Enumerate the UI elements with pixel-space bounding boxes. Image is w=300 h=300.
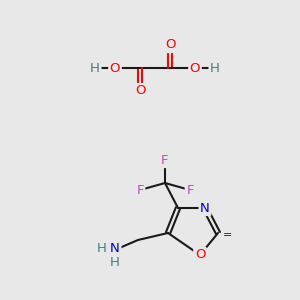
Text: H: H bbox=[97, 242, 107, 256]
Text: O: O bbox=[135, 85, 145, 98]
Text: N: N bbox=[200, 202, 210, 214]
Text: =: = bbox=[223, 230, 233, 240]
Text: F: F bbox=[186, 184, 194, 196]
Text: O: O bbox=[190, 61, 200, 74]
Text: H: H bbox=[210, 61, 220, 74]
Text: H: H bbox=[110, 256, 120, 268]
Text: F: F bbox=[161, 154, 169, 166]
Text: O: O bbox=[110, 61, 120, 74]
Text: O: O bbox=[165, 38, 175, 52]
Text: F: F bbox=[136, 184, 144, 196]
Text: O: O bbox=[195, 248, 205, 262]
Text: H: H bbox=[90, 61, 100, 74]
Text: N: N bbox=[110, 242, 120, 256]
